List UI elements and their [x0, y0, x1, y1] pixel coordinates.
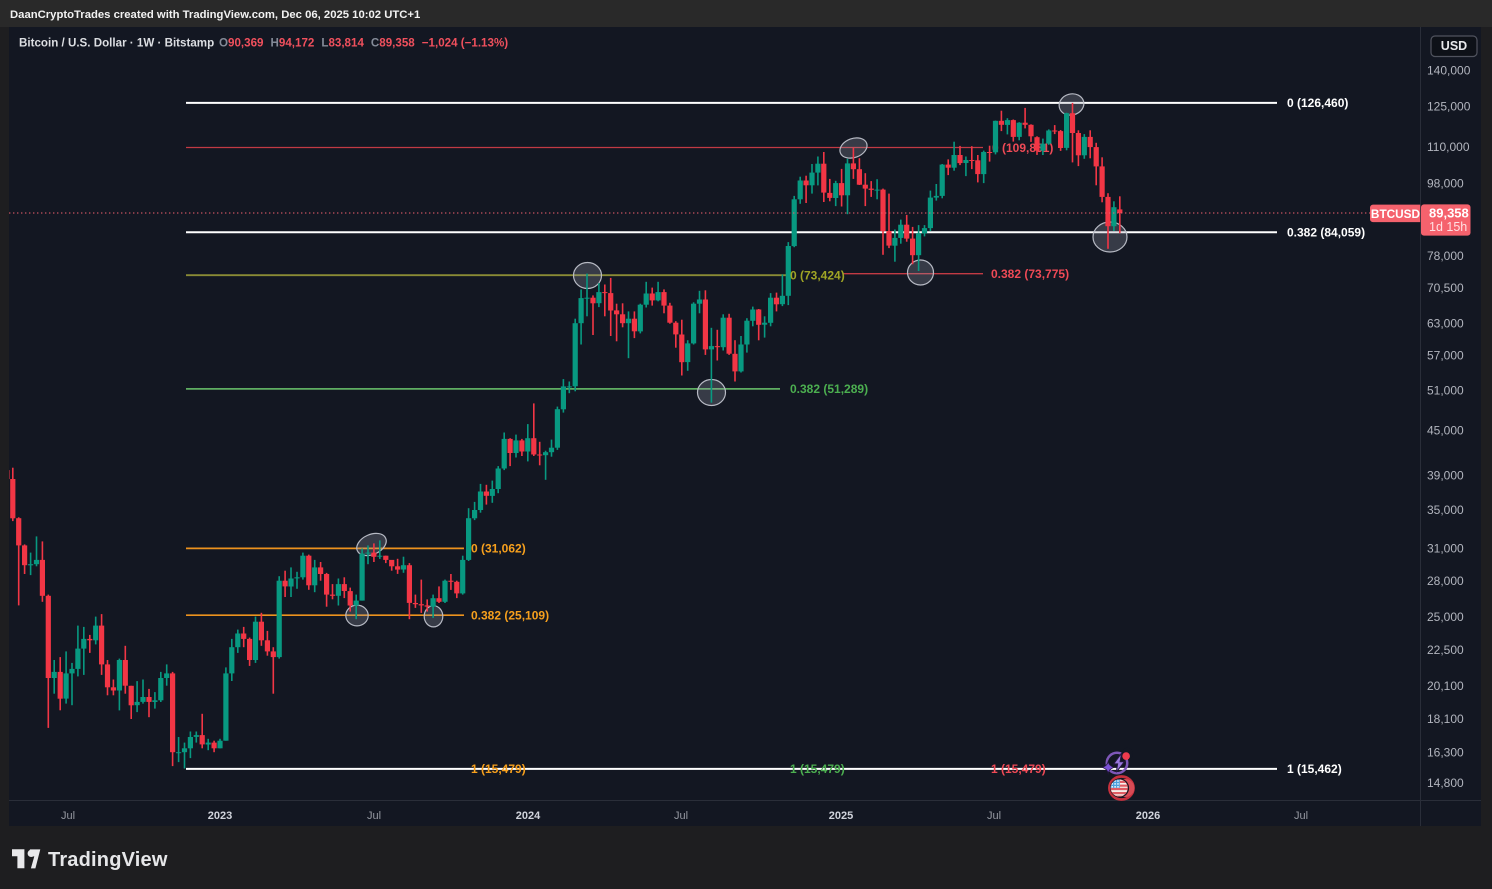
svg-text:140,000: 140,000	[1427, 64, 1471, 78]
svg-text:14,800: 14,800	[1427, 776, 1464, 790]
svg-text:2024: 2024	[516, 810, 541, 822]
svg-text:2023: 2023	[208, 810, 232, 822]
svg-text:39,000: 39,000	[1427, 469, 1464, 483]
svg-text:DaanCryptoTrades created with: DaanCryptoTrades created with TradingVie…	[10, 9, 420, 21]
svg-text:20,100: 20,100	[1427, 679, 1464, 693]
svg-text:78,000: 78,000	[1427, 249, 1464, 263]
svg-text:110,000: 110,000	[1427, 140, 1470, 154]
svg-text:57,000: 57,000	[1427, 348, 1464, 362]
svg-text:45,000: 45,000	[1427, 423, 1464, 437]
svg-text:1 (15,479): 1 (15,479)	[790, 762, 845, 776]
svg-text:98,000: 98,000	[1427, 177, 1464, 191]
svg-text:2026: 2026	[1136, 810, 1160, 822]
svg-text:35,000: 35,000	[1427, 503, 1464, 517]
svg-text:0.382 (84,059): 0.382 (84,059)	[1287, 226, 1365, 240]
svg-text:Jul: Jul	[61, 810, 75, 822]
svg-text:89,358: 89,358	[1429, 206, 1469, 221]
svg-text:125,000: 125,000	[1427, 99, 1471, 113]
svg-text:1d 15h: 1d 15h	[1429, 220, 1467, 234]
svg-text:Jul: Jul	[987, 810, 1001, 822]
svg-text:51,000: 51,000	[1427, 384, 1464, 398]
svg-text:0.382 (25,109): 0.382 (25,109)	[471, 608, 549, 622]
svg-text:70,500: 70,500	[1427, 281, 1464, 295]
svg-text:TradingView: TradingView	[48, 849, 168, 871]
svg-text:31,000: 31,000	[1427, 542, 1464, 556]
svg-text:0.382 (51,289): 0.382 (51,289)	[790, 382, 868, 396]
svg-text:63,000: 63,000	[1427, 317, 1464, 331]
svg-text:Bitcoin / U.S. Dollar · 1W · B: Bitcoin / U.S. Dollar · 1W · Bitstamp	[19, 37, 214, 50]
svg-text:1 (15,479): 1 (15,479)	[991, 762, 1046, 776]
svg-text:0 (73,424): 0 (73,424)	[790, 268, 845, 282]
svg-text:Jul: Jul	[367, 810, 381, 822]
svg-text:1 (15,462): 1 (15,462)	[1287, 762, 1342, 776]
svg-text:2025: 2025	[829, 810, 853, 822]
svg-text:BTCUSD: BTCUSD	[1371, 207, 1421, 221]
svg-text:28,000: 28,000	[1427, 574, 1464, 588]
svg-text:25,000: 25,000	[1427, 610, 1464, 624]
svg-text:Jul: Jul	[1294, 810, 1308, 822]
svg-text:0 (126,460): 0 (126,460)	[1287, 96, 1348, 110]
svg-text:16,300: 16,300	[1427, 745, 1464, 759]
svg-text:22,500: 22,500	[1427, 643, 1464, 657]
svg-text:USD: USD	[1441, 39, 1467, 53]
svg-text:Jul: Jul	[674, 810, 688, 822]
svg-text:0 (31,062): 0 (31,062)	[471, 542, 526, 556]
svg-text:1 (15,479): 1 (15,479)	[471, 762, 526, 776]
svg-text:0.382 (73,775): 0.382 (73,775)	[991, 267, 1069, 281]
svg-text:18,100: 18,100	[1427, 712, 1464, 726]
